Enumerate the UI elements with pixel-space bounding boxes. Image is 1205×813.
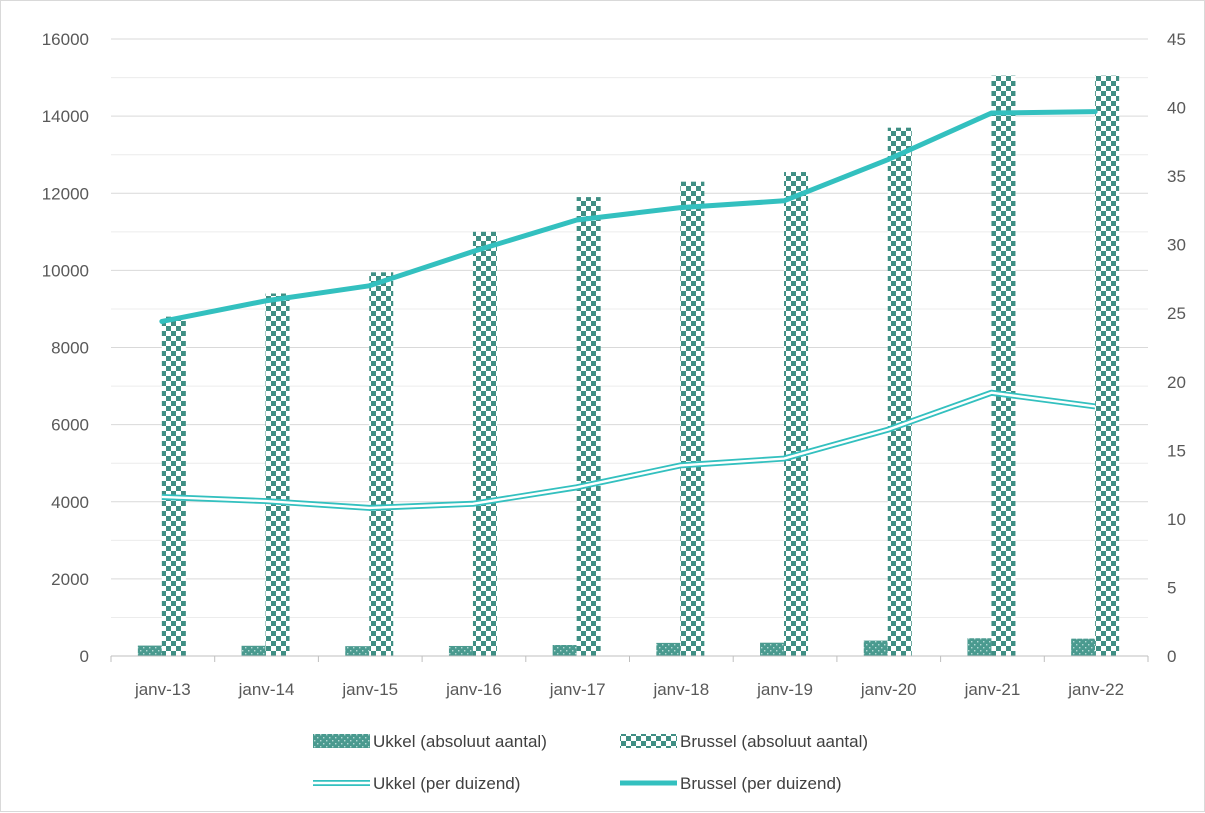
x-tick-label: janv-15 [341,680,398,699]
right-tick-label: 25 [1167,304,1186,323]
bar-ukkel-absolute [1071,638,1096,656]
x-tick-label: janv-20 [860,680,917,699]
left-tick-label: 2000 [51,570,89,589]
bar-brussel-absolute [991,75,1016,656]
legend-ukkel-per-thousand-label: Ukkel (per duizend) [373,774,520,793]
bar-ukkel-absolute [967,638,992,656]
legend-brussel-per-thousand-label: Brussel (per duizend) [680,774,842,793]
bar-ukkel-absolute [448,645,473,656]
bar-brussel-absolute [784,172,809,656]
x-tick-label: janv-19 [756,680,813,699]
legend: Ukkel (absoluut aantal) Brussel (absoluut… [313,732,868,793]
bar-brussel-absolute [472,231,497,656]
left-tick-label: 12000 [42,184,89,203]
legend-ukkel-absolute: Ukkel (absoluut aantal) [313,732,547,751]
bar-brussel-absolute [265,293,290,656]
left-tick-label: 14000 [42,107,89,126]
x-axis: janv-13 janv-14 janv-15 janv-16 janv-17 janv-… [110,655,1149,699]
legend-ukkel-absolute-label: Ukkel (absoluut aantal) [373,732,547,751]
left-tick-label: 10000 [42,261,89,280]
right-tick-label: 10 [1167,510,1186,529]
bar-brussel-absolute [369,272,394,656]
line-ukkel-per-thousand [161,389,1096,511]
right-tick-label: 15 [1167,441,1186,460]
right-tick-label: 5 [1167,578,1176,597]
line-brussel-per-thousand [159,109,1098,324]
x-tick-label: janv-16 [445,680,502,699]
right-tick-label: 30 [1167,236,1186,255]
x-tick-label: janv-13 [134,680,191,699]
bar-ukkel-absolute [863,640,888,656]
right-tick-label: 45 [1167,30,1186,49]
legend-brussel-per-thousand: Brussel (per duizend) [620,774,842,793]
x-tick-label: janv-17 [549,680,606,699]
bar-ukkel-absolute [656,642,681,656]
right-axis-ticks: 0 5 10 15 20 25 30 35 40 45 [1167,30,1186,666]
right-tick-label: 0 [1167,647,1176,666]
left-tick-label: 6000 [51,416,89,435]
left-tick-label: 16000 [42,30,89,49]
right-tick-label: 35 [1167,167,1186,186]
legend-brussel-absolute: Brussel (absoluut aantal) [620,732,868,751]
left-axis-ticks: 0 2000 4000 6000 8000 10000 12000 14000 16000 [42,30,89,666]
left-tick-label: 4000 [51,493,89,512]
legend-ukkel-absolute-swatch [313,734,370,748]
legend-ukkel-per-thousand: Ukkel (per duizend) [313,774,520,793]
line-ukkel-per-thousand-inner [161,391,1096,510]
x-tick-label: janv-18 [652,680,709,699]
bar-brussel-absolute [887,127,912,657]
bar-brussel-absolute [680,181,705,656]
bars [137,75,1120,657]
legend-brussel-absolute-swatch [620,734,677,748]
bar-brussel-absolute [576,197,601,656]
x-tick-label: janv-22 [1067,680,1124,699]
left-tick-label: 0 [80,647,89,666]
bar-ukkel-absolute [241,645,266,656]
left-tick-label: 8000 [51,339,89,358]
bar-brussel-absolute [1095,75,1120,656]
bar-ukkel-absolute [760,642,785,656]
bar-ukkel-absolute [137,645,162,656]
right-tick-label: 20 [1167,373,1186,392]
x-tick-label: janv-14 [238,680,295,699]
bar-brussel-absolute [161,316,186,656]
x-tick-label: janv-21 [964,680,1021,699]
legend-brussel-absolute-label: Brussel (absoluut aantal) [680,732,868,751]
right-tick-label: 40 [1167,99,1186,118]
bar-ukkel-absolute [552,645,577,656]
bar-ukkel-absolute [345,646,370,656]
lines [159,109,1098,511]
